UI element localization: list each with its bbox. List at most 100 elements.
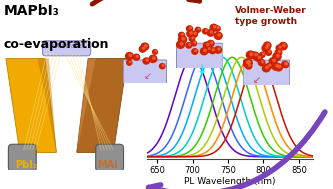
Circle shape [269, 64, 271, 66]
Circle shape [204, 49, 206, 52]
Circle shape [279, 46, 281, 48]
Circle shape [191, 31, 197, 37]
Circle shape [182, 37, 185, 40]
Circle shape [129, 54, 132, 57]
Circle shape [146, 59, 148, 61]
Circle shape [264, 42, 271, 49]
Circle shape [142, 47, 145, 49]
Circle shape [149, 55, 157, 62]
Circle shape [248, 64, 251, 66]
Circle shape [155, 50, 157, 52]
Circle shape [162, 64, 164, 66]
Circle shape [133, 54, 140, 60]
Circle shape [275, 64, 282, 71]
Circle shape [285, 62, 287, 64]
Circle shape [258, 60, 265, 66]
Circle shape [214, 46, 221, 53]
Circle shape [247, 61, 249, 64]
Circle shape [195, 50, 197, 52]
Circle shape [198, 28, 200, 30]
FancyBboxPatch shape [176, 43, 223, 69]
Circle shape [210, 42, 213, 44]
Polygon shape [77, 59, 96, 152]
Circle shape [212, 49, 214, 51]
FancyBboxPatch shape [8, 144, 36, 171]
Circle shape [267, 43, 269, 46]
Circle shape [278, 65, 281, 68]
Circle shape [153, 50, 158, 54]
Circle shape [278, 50, 281, 53]
Circle shape [210, 24, 217, 31]
Circle shape [266, 50, 271, 55]
Circle shape [127, 60, 132, 65]
Circle shape [189, 36, 195, 41]
Circle shape [279, 43, 287, 50]
Circle shape [153, 57, 155, 59]
Circle shape [251, 52, 259, 59]
Circle shape [194, 42, 196, 43]
Circle shape [178, 32, 184, 38]
Circle shape [210, 31, 213, 33]
Circle shape [217, 27, 219, 29]
Circle shape [275, 49, 282, 56]
Circle shape [126, 53, 133, 60]
Circle shape [268, 51, 270, 53]
Circle shape [209, 48, 216, 54]
Text: PbI₂: PbI₂ [15, 160, 37, 170]
Circle shape [218, 34, 220, 36]
Circle shape [195, 27, 201, 32]
FancyBboxPatch shape [96, 144, 124, 171]
Circle shape [207, 40, 214, 47]
Circle shape [247, 61, 250, 64]
Circle shape [266, 66, 268, 69]
Polygon shape [38, 59, 57, 152]
Circle shape [243, 59, 251, 67]
Circle shape [208, 48, 210, 50]
Circle shape [269, 58, 277, 65]
Circle shape [272, 63, 280, 70]
Circle shape [203, 42, 210, 49]
Circle shape [202, 29, 208, 34]
Circle shape [273, 53, 281, 60]
Circle shape [136, 55, 139, 57]
Circle shape [265, 46, 268, 49]
Text: ↙: ↙ [144, 72, 152, 81]
Circle shape [187, 30, 194, 37]
Circle shape [129, 61, 131, 63]
Circle shape [262, 45, 270, 52]
Circle shape [206, 43, 209, 46]
Circle shape [192, 49, 198, 54]
Circle shape [139, 46, 146, 52]
Circle shape [214, 26, 220, 31]
Circle shape [176, 41, 184, 48]
Circle shape [273, 59, 275, 62]
Circle shape [189, 27, 191, 29]
Circle shape [258, 56, 261, 59]
Circle shape [244, 59, 252, 67]
Circle shape [214, 32, 222, 39]
Circle shape [145, 45, 147, 47]
Circle shape [282, 61, 288, 67]
Circle shape [206, 47, 211, 52]
Circle shape [255, 53, 257, 56]
Circle shape [181, 33, 183, 35]
Circle shape [143, 58, 150, 64]
X-axis label: PL Wavelength (nm): PL Wavelength (nm) [184, 177, 275, 187]
Circle shape [245, 63, 252, 69]
Text: Volmer-Weber
type growth: Volmer-Weber type growth [235, 6, 306, 26]
Circle shape [160, 64, 165, 69]
Circle shape [276, 64, 278, 67]
Circle shape [141, 43, 149, 50]
Circle shape [283, 44, 285, 46]
Circle shape [180, 42, 183, 45]
Text: ↙: ↙ [252, 75, 260, 85]
Circle shape [218, 48, 220, 50]
Text: MAI: MAI [97, 160, 118, 170]
Text: MAPbI₃: MAPbI₃ [3, 4, 59, 18]
Circle shape [285, 63, 288, 65]
Circle shape [261, 61, 264, 63]
Circle shape [186, 26, 192, 31]
Circle shape [190, 32, 192, 34]
Circle shape [191, 41, 196, 46]
Circle shape [194, 32, 196, 34]
